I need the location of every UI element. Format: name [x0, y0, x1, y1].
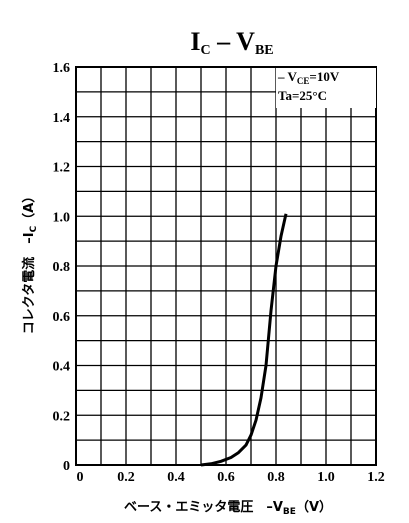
- x-tick-label: 0.2: [117, 470, 135, 485]
- y-tick-label: 1.6: [53, 61, 71, 76]
- y-tick-labels: 0 0.2 0.4 0.6 0.8 1.0 1.2 1.4 1.6: [53, 61, 71, 474]
- y-axis-label: コレクタ電流 –IC（A）: [21, 190, 39, 335]
- annotation-box: [276, 68, 376, 108]
- x-tick-label: 0.4: [167, 470, 185, 485]
- y-tick-label: 1.4: [53, 111, 71, 126]
- y-tick-label: 0.6: [53, 310, 71, 325]
- series-line: [200, 213, 288, 467]
- y-tick-label: 1.0: [53, 210, 71, 225]
- annotation-ta: Ta=25°C: [278, 88, 327, 103]
- y-tick-label: 0.8: [53, 260, 71, 275]
- chart-title: IC – VBE: [190, 27, 273, 58]
- annotation-vce: – VCE=10V: [277, 69, 340, 86]
- x-tick-label: 0.6: [217, 470, 235, 485]
- x-tick-label: 1.0: [317, 470, 335, 485]
- plot-frame: [75, 66, 377, 466]
- y-tick-label: 1.2: [53, 161, 71, 176]
- x-tick-label: 1.2: [367, 470, 385, 485]
- y-tick-label: 0.4: [53, 360, 71, 375]
- y-tick-label: 0.2: [53, 409, 71, 424]
- x-tick-label: 0.8: [267, 470, 285, 485]
- x-axis-label: ベース・エミッタ電圧 –VBE（V）: [124, 499, 332, 517]
- x-tick-label: 0: [77, 470, 84, 485]
- y-tick-label: 0: [63, 459, 70, 474]
- x-tick-labels: 0 0.2 0.4 0.6 0.8 1.0 1.2: [77, 470, 385, 485]
- grid: [76, 67, 376, 465]
